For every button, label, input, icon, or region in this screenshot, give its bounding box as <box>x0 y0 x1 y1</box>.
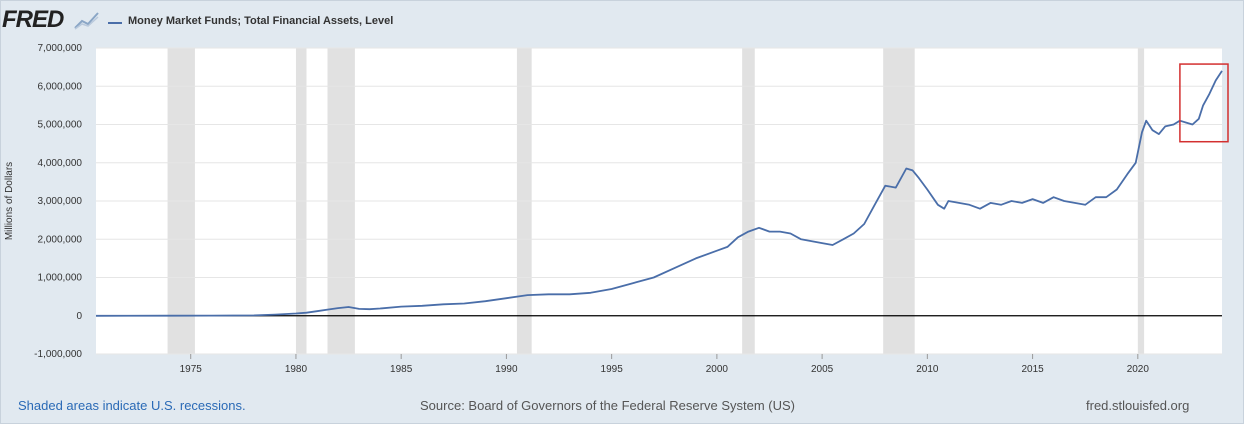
y-tick-label: 5,000,000 <box>38 120 83 131</box>
y-tick-label: 0 <box>76 311 82 322</box>
y-tick-label: 6,000,000 <box>38 81 83 92</box>
y-axis-label-group: Millions of Dollars <box>4 162 15 240</box>
site-link[interactable]: fred.stlouisfed.org <box>1086 398 1190 413</box>
x-axis: 1975 1980 1985 1990 1995 2000 2005 2010 2015 2020 <box>180 354 1150 375</box>
x-tick-label: 1980 <box>285 364 308 375</box>
series-layer <box>95 70 1223 317</box>
x-tick-label: 1995 <box>601 364 624 375</box>
chart-header: FRED Money Market Funds; Total Financial… <box>0 6 1244 36</box>
y-axis-label: Millions of Dollars <box>4 162 15 240</box>
x-tick-label: 1990 <box>495 364 518 375</box>
legend-swatch <box>108 22 122 24</box>
x-tick-label: 2020 <box>1127 364 1150 375</box>
y-axis: 7,000,000 6,000,000 5,000,000 4,000,000 3,00… <box>34 43 82 360</box>
gridlines <box>96 47 1222 355</box>
recession-note: Shaded areas indicate U.S. recessions. <box>18 398 246 413</box>
fred-logo[interactable]: FRED <box>2 6 64 33</box>
y-tick-label: 7,000,000 <box>38 43 83 54</box>
x-tick-label: 1985 <box>390 364 413 375</box>
y-tick-label: 1,000,000 <box>38 273 83 284</box>
source-note: Source: Board of Governors of the Federa… <box>420 398 795 413</box>
y-tick-label: -1,000,000 <box>34 349 82 360</box>
y-tick-label: 4,000,000 <box>38 158 83 169</box>
x-tick-label: 2000 <box>706 364 729 375</box>
x-tick-label: 2005 <box>811 364 834 375</box>
series-line <box>95 70 1223 317</box>
highlight-box <box>1179 63 1229 143</box>
chart-sparkline-icon <box>74 12 99 30</box>
y-tick-label: 2,000,000 <box>38 234 83 245</box>
x-tick-label: 2010 <box>916 364 939 375</box>
y-tick-label: 3,000,000 <box>38 196 83 207</box>
x-tick-label: 2015 <box>1021 364 1044 375</box>
line-chart: Millions of Dollars 7,000,000 6,000,000 5,… <box>4 43 1229 375</box>
series-title: Money Market Funds; Total Financial Asse… <box>128 15 394 27</box>
x-tick-label: 1975 <box>180 364 203 375</box>
